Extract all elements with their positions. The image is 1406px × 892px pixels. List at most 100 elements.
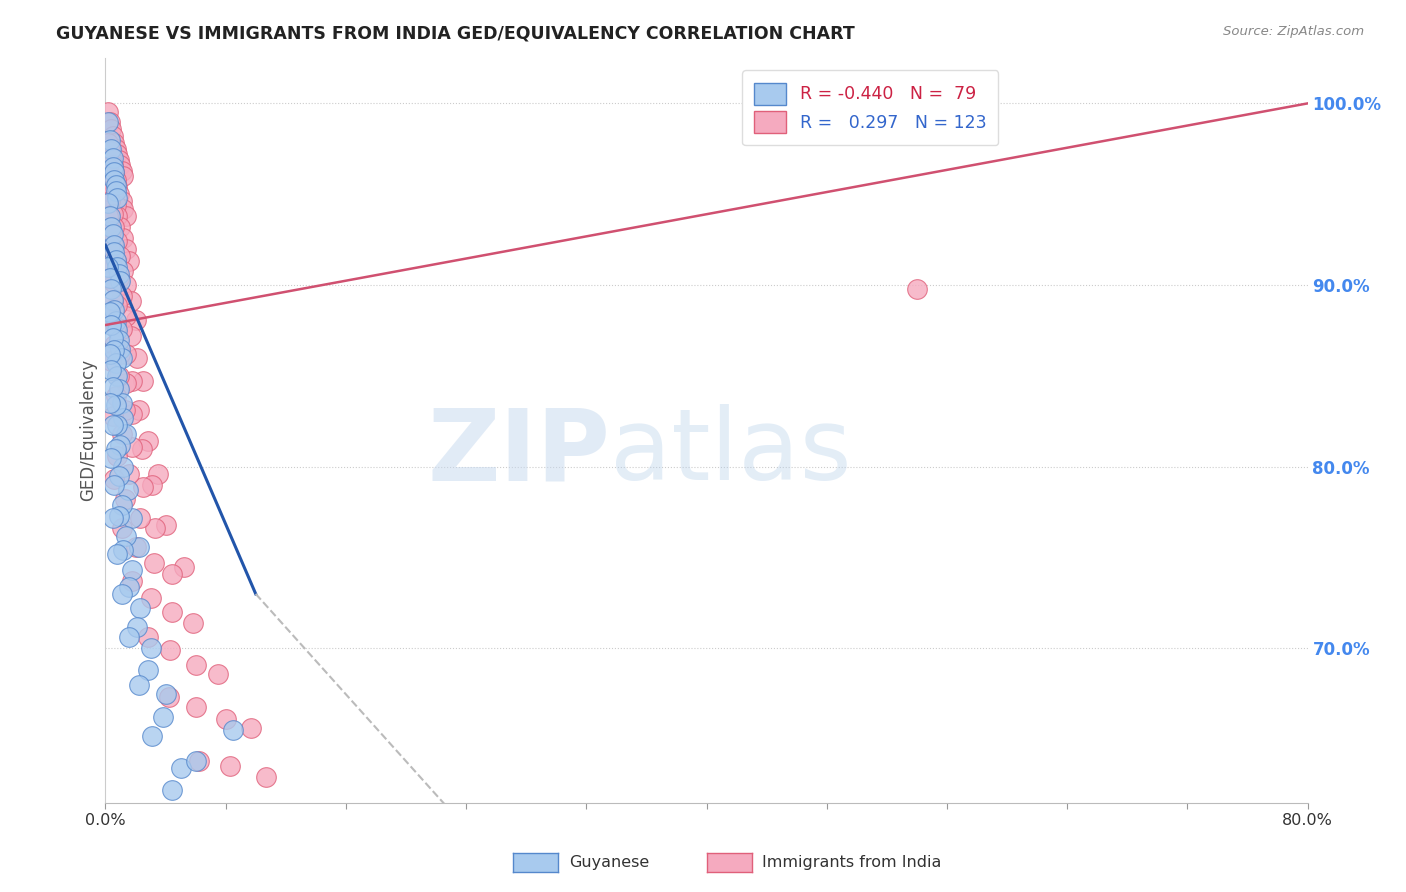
Point <box>98 194 121 209</box>
Point <box>98 270 121 285</box>
Point <box>97 196 120 211</box>
Point <box>107 209 129 223</box>
Point <box>125 619 148 633</box>
Point <box>111 351 134 365</box>
Point <box>110 438 132 452</box>
Point <box>107 547 129 561</box>
Point <box>112 202 135 216</box>
Point <box>111 289 134 303</box>
Point <box>104 389 127 403</box>
Point <box>139 641 162 656</box>
Point <box>104 198 127 212</box>
Point <box>108 187 131 202</box>
Point <box>97 105 120 120</box>
Point <box>107 449 129 463</box>
Point <box>181 615 204 630</box>
Point <box>108 468 131 483</box>
Point <box>128 403 150 417</box>
Point <box>100 121 122 136</box>
Point <box>101 158 124 172</box>
Point <box>101 294 124 309</box>
Point <box>103 343 125 358</box>
Point <box>132 480 155 494</box>
Point <box>115 427 138 442</box>
Point <box>200 817 222 831</box>
Point <box>108 267 131 281</box>
Point <box>98 114 121 128</box>
Point <box>131 442 153 456</box>
Point <box>184 657 207 672</box>
Point <box>222 723 245 738</box>
Point <box>112 459 135 474</box>
Point <box>103 165 125 179</box>
Point <box>111 427 134 442</box>
Point <box>152 710 174 724</box>
Point <box>121 574 143 589</box>
Text: atlas: atlas <box>610 404 852 501</box>
Point <box>103 338 125 352</box>
Point <box>115 209 138 223</box>
Point <box>112 169 135 183</box>
Point <box>240 721 263 735</box>
Point <box>184 754 207 768</box>
Point <box>219 759 242 773</box>
Point <box>101 380 124 394</box>
Point <box>104 142 127 156</box>
Point <box>160 566 183 581</box>
Point <box>136 663 159 677</box>
Point <box>129 510 152 524</box>
Point <box>101 187 124 202</box>
Point <box>98 309 121 323</box>
Point <box>101 409 124 423</box>
Point <box>139 591 162 605</box>
Point <box>112 543 135 558</box>
Text: Source: ZipAtlas.com: Source: ZipAtlas.com <box>1223 25 1364 38</box>
Point <box>143 521 166 535</box>
Point <box>104 442 127 456</box>
Point <box>118 467 141 481</box>
Point <box>98 169 121 183</box>
Point <box>128 540 150 554</box>
Point <box>112 410 135 425</box>
Point <box>104 252 127 267</box>
Point <box>107 298 129 312</box>
Point <box>111 194 134 209</box>
Point <box>173 559 195 574</box>
Point <box>184 699 207 714</box>
Point <box>101 160 124 174</box>
Point <box>117 483 139 498</box>
Point <box>100 223 122 237</box>
Point <box>104 319 127 334</box>
Point <box>97 114 120 128</box>
Point <box>254 770 277 784</box>
Point <box>125 351 148 365</box>
Point <box>169 761 191 775</box>
Point <box>97 260 120 274</box>
Point <box>101 331 124 345</box>
Point <box>110 342 132 356</box>
Point <box>160 605 183 619</box>
Point <box>98 209 121 223</box>
Point <box>107 147 129 161</box>
Text: ZIP: ZIP <box>427 404 610 501</box>
Point <box>101 510 124 524</box>
Point <box>124 312 146 326</box>
Point <box>111 396 134 410</box>
Point <box>118 631 141 645</box>
Point <box>97 136 120 151</box>
Point <box>107 417 129 432</box>
Point <box>905 282 928 296</box>
Point <box>98 238 121 252</box>
Point <box>120 294 142 309</box>
Point <box>100 178 122 193</box>
Point <box>309 832 332 847</box>
Point <box>136 631 159 645</box>
Point <box>104 178 127 193</box>
Point <box>104 184 127 198</box>
Point <box>112 231 135 245</box>
Point <box>207 666 229 681</box>
Point <box>100 354 122 368</box>
Point <box>103 245 125 260</box>
Point <box>155 687 177 701</box>
Point <box>103 472 125 486</box>
